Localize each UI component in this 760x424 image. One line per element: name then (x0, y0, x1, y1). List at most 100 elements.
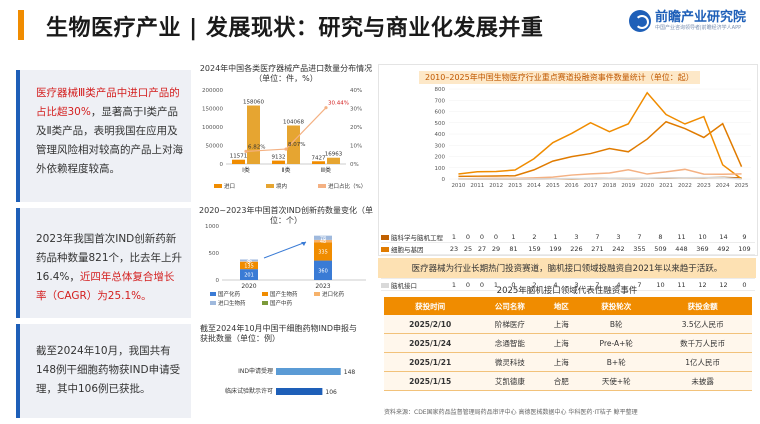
table-cell: 10 (692, 231, 713, 243)
table-cell: 9 (734, 231, 755, 243)
y-tick-label: 300 (435, 143, 446, 149)
x-tick-label: Ⅰ类 (242, 166, 250, 174)
y-tick-label: 0 (220, 162, 224, 168)
logo-sub: 中国产业咨询领导者|前瞻经济学人APP (654, 25, 742, 31)
hbar (276, 368, 341, 375)
table-cell: 1 (489, 278, 503, 291)
table-row: 细胞与基因 23 25 27 29 81 159 199 226 271 242 355 509 448 3… (381, 242, 755, 255)
bar-category-label: IND申请受理 (238, 367, 273, 375)
table-cell: 448 (671, 242, 692, 255)
segment-label: 9 (247, 260, 250, 266)
source-note: 资料来源：CDE国家药品监督管理局药品审评中心 高德医械数据中心 华科医药·IT… (384, 409, 638, 416)
x-tick-label: 2010 (451, 183, 465, 189)
panel-2-text: 2023年我国首次IND创新药新药品种数量821个，比去年上升16.4%，近四年… (36, 230, 183, 306)
legend-swatch (314, 292, 320, 296)
x-tick-label: 2018 (602, 183, 616, 189)
y2-tick-label: 20% (350, 125, 362, 131)
y-tick-label: 1000 (205, 224, 219, 230)
x-tick-label: Ⅲ类 (321, 166, 331, 174)
table-cell: 109 (734, 242, 755, 255)
table-cell: 数千万人民币 (653, 333, 752, 353)
panel-edge (16, 324, 20, 418)
table-cell: 1亿人民币 (653, 352, 752, 372)
bar-label: 16963 (325, 152, 343, 158)
investment-line-svg: 800 700 600 500 400 300 200 100 0 2010 2011 2012 201… (435, 87, 751, 189)
bar-segment (240, 269, 258, 280)
point-import-share (324, 106, 328, 110)
table-cell: 上海 (543, 333, 580, 353)
table-header: 获投时间 (384, 297, 477, 315)
ind-chart: 2020~2023年中国首次IND创新药数量变化（单位：个） 1000 500 0 2… (196, 206, 376, 316)
table-cell: 12 (692, 278, 713, 291)
bar-domestic (247, 105, 260, 164)
x-tick-label: 2020 (640, 183, 654, 189)
bar-label: 11571 (230, 154, 248, 160)
conclusion-banner: 医疗器械为行业长期热门投资赛道，脑机接口领域投融资自2021年以来趋于活跃。 (378, 258, 756, 278)
x-tick-label: 2023 (315, 283, 330, 290)
table-cell: 81 (503, 242, 524, 255)
table-header-row: 获投时间 公司名称 地区 获投轮次 获投金额 (384, 297, 752, 315)
logo-name: 前瞻产业研究院 (654, 10, 746, 25)
series-name: 脑科学与脑机工程 (381, 231, 447, 243)
bar-segment (240, 261, 258, 270)
x-tick-label: 2020 (241, 283, 256, 290)
hbar (276, 388, 323, 395)
x-tick-label: 2019 (621, 183, 635, 189)
segment-label: 335 (318, 250, 328, 256)
table-header: 获投金额 (653, 297, 752, 315)
share-label: 6.82% (248, 144, 265, 150)
table-cell: 0 (461, 278, 475, 291)
table-cell: 2025/2/10 (384, 315, 477, 334)
segment-label: 78 (320, 236, 326, 242)
series-name: 脑机接口 (381, 278, 447, 291)
bar-segment (314, 242, 332, 261)
table-cell: 271 (587, 242, 608, 255)
table-cell: 合肥 (543, 371, 580, 391)
table-row: 2025/2/10 阶梯医疗 上海 B轮 3.5亿人民币 (384, 315, 752, 334)
x-tick-label: Ⅱ类 (282, 166, 291, 174)
table-cell: 艾凯德康 (476, 371, 544, 391)
bar-import (312, 161, 325, 164)
segment-label: 48 (320, 239, 326, 245)
import-chart: 2024年中国各类医疗器械产品进口数量分布情况（单位：件，%） 200000 15… (196, 64, 376, 196)
page-title: 生物医疗产业 | 发展现状：研究与商业化发展并重 (46, 16, 544, 41)
text-panel-2: 2023年我国首次IND创新药新药品种数量821个，比去年上升16.4%，近四年… (16, 208, 191, 318)
hbar-label: 106 (325, 389, 337, 396)
logo-icon (628, 10, 651, 32)
y-tick-label: 200 (435, 155, 446, 161)
table-cell: 12 (713, 278, 734, 291)
series-line (458, 91, 743, 180)
title-bar: 生物医疗产业 | 发展现状：研究与商业化发展并重 前瞻产业研究院 中国产业咨询领… (0, 0, 760, 52)
table-cell: B+轮 (579, 352, 654, 372)
table-cell: 2025/1/24 (384, 333, 477, 353)
table-cell: 355 (629, 242, 650, 255)
bar-category-label: 临床试验默示许可 (225, 387, 273, 395)
table-cell: 上海 (543, 352, 580, 372)
y-tick-label: 50000 (206, 144, 224, 150)
investment-chart: 2010–2025年中国生物医疗行业重点赛道投融资事件数量统计（单位：起） 80… (378, 64, 758, 291)
bar-label: 9132 (272, 155, 286, 161)
point-import-share (244, 149, 248, 153)
table-cell: 27 (475, 242, 489, 255)
table-cell: 3 (608, 231, 629, 243)
table-row: 2025/1/24 念通智能 上海 Pre-A+轮 数千万人民币 (384, 333, 752, 353)
bar-segment (314, 260, 332, 280)
y-tick-label: 0 (216, 278, 220, 284)
bar-label: 7427 (312, 155, 326, 161)
table-cell: 23 (447, 242, 461, 255)
segment-label: 201 (244, 273, 254, 279)
table-cell: 上海 (543, 315, 580, 334)
table-cell: 阶梯医疗 (476, 315, 544, 334)
legend-swatch (262, 301, 268, 305)
table-cell: 29 (489, 242, 503, 255)
x-tick-label: 2017 (584, 183, 598, 189)
highlight-text: 近四年总体复合增长率（CAGR）为25.1%。 (36, 271, 175, 302)
table-cell: 0 (503, 278, 524, 291)
table-cell: 4 (545, 278, 566, 291)
share-label: 30.44% (328, 101, 349, 107)
table-cell: 7 (629, 278, 650, 291)
series-line (458, 120, 743, 178)
table-cell: 7 (629, 231, 650, 243)
table-cell: 492 (713, 242, 734, 255)
table-cell: 0 (489, 231, 503, 243)
